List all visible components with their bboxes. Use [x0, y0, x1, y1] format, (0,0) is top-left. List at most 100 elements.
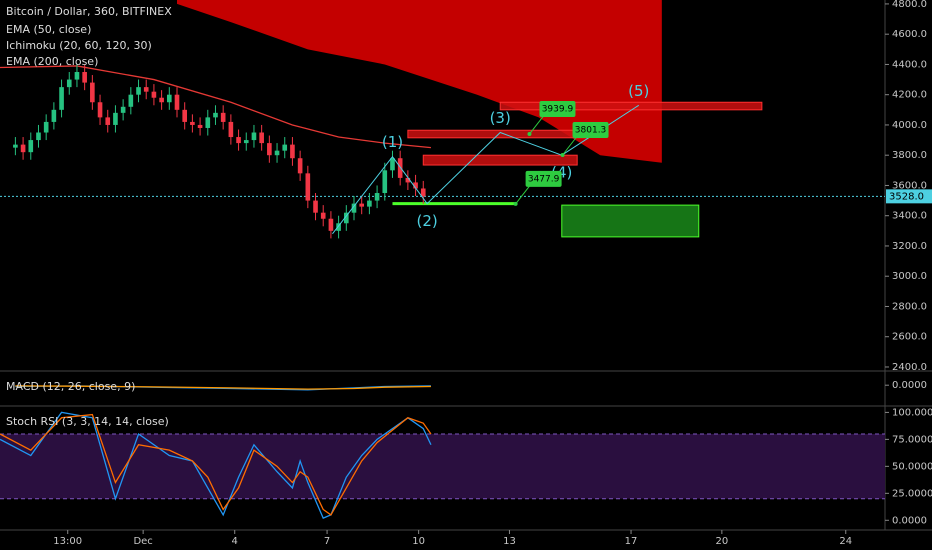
candle-body: [274, 150, 280, 156]
panel-title: Stoch RSI (3, 3, 14, 14, close): [6, 415, 169, 428]
candle-body: [113, 112, 118, 125]
candle-body: [290, 144, 295, 159]
candle-body: [143, 87, 149, 92]
x-tick-label: 13: [503, 536, 516, 547]
y-tick-label: 100.0000: [892, 407, 932, 418]
candle-body: [382, 170, 388, 194]
candle-body: [59, 87, 64, 110]
wave-label: (2): [416, 212, 437, 230]
y-tick-label: 4000.0: [892, 120, 927, 131]
candle-body: [251, 132, 257, 141]
y-tick-label: 25.0000: [892, 488, 932, 499]
candle-body: [182, 109, 188, 122]
target-point: [527, 132, 532, 137]
y-tick-label: 2600.0: [892, 332, 927, 343]
indicator-line: [15, 385, 431, 390]
candle-body: [36, 132, 41, 141]
wave-label: (5): [628, 82, 649, 100]
candle-body: [351, 203, 357, 213]
candle-body: [236, 137, 241, 144]
x-tick-label: 10: [412, 536, 425, 547]
chart-title: Bitcoin / Dollar, 360, BITFINEX: [6, 5, 172, 18]
zone: [422, 154, 578, 166]
candle-body: [51, 109, 57, 122]
indicator-line: [0, 413, 432, 516]
candle-body: [420, 188, 426, 197]
x-tick-label: 7: [324, 536, 330, 547]
x-tick-label: Dec: [133, 536, 152, 547]
zone: [407, 129, 589, 139]
candle-body: [120, 106, 126, 113]
y-tick-label: 3200.0: [892, 241, 927, 252]
target-label: 3801.3: [575, 126, 607, 136]
ema-line: [0, 65, 432, 149]
last-price-box: [886, 189, 932, 204]
indicator-label: EMA (200, close): [6, 55, 98, 68]
candle-body: [359, 203, 365, 207]
indicator-label: Ichimoku (20, 60, 120, 30): [6, 39, 152, 52]
y-tick-label: 4600.0: [892, 29, 927, 40]
candle-body: [267, 143, 272, 156]
band: [0, 433, 885, 499]
candle-body: [205, 117, 211, 128]
y-tick-label: 3000.0: [892, 271, 927, 282]
y-tick-label: 50.0000: [892, 461, 932, 472]
y-tick-label: 75.0000: [892, 434, 932, 445]
candle-body: [28, 140, 34, 153]
candle-body: [43, 121, 49, 133]
candle-body: [282, 144, 288, 151]
x-tick-label: 13:00: [53, 536, 82, 547]
y-tick-label: 4200.0: [892, 90, 927, 101]
target-pointer: [515, 185, 531, 205]
candle-body: [336, 223, 341, 231]
candle-body: [74, 72, 80, 80]
candle-body: [243, 140, 249, 144]
candle-body: [343, 212, 349, 224]
candle-body: [320, 212, 326, 219]
y-tick-label: 0.0000: [892, 380, 927, 391]
panel-title: MACD (12, 26, close, 9): [6, 380, 135, 393]
candle-body: [20, 144, 26, 153]
candle-body: [82, 72, 87, 83]
candle-body: [305, 173, 311, 201]
ichimoku-cloud: [177, 0, 662, 163]
candle-body: [367, 200, 372, 207]
candle-body: [390, 158, 395, 171]
target-pointer: [529, 115, 544, 135]
indicator-label: EMA (50, close): [6, 23, 91, 36]
target-box: [572, 122, 609, 139]
target-point: [513, 201, 518, 206]
candle-body: [105, 117, 111, 125]
candle-body: [97, 102, 103, 118]
target-box: [525, 170, 562, 187]
target-point: [560, 153, 565, 158]
x-tick-label: 20: [715, 536, 728, 547]
candle-body: [190, 121, 195, 125]
candle-body: [13, 144, 18, 148]
y-tick-label: 4800.0: [892, 0, 927, 10]
candle-body: [197, 124, 203, 128]
candle-body: [374, 193, 380, 201]
y-tick-label: 3400.0: [892, 211, 927, 222]
candle-body: [136, 87, 141, 95]
y-tick-label: 0.0000: [892, 515, 927, 526]
zone: [561, 204, 700, 238]
y-tick-label: 4400.0: [892, 59, 927, 70]
x-tick-label: 24: [839, 536, 852, 547]
target-pointer: [562, 136, 577, 156]
candle-body: [313, 200, 318, 213]
candle-body: [228, 121, 234, 138]
candle-body: [174, 94, 180, 110]
candle-body: [128, 94, 134, 107]
x-tick-label: 4: [232, 536, 238, 547]
candle-body: [397, 158, 403, 178]
wave-line: [332, 104, 640, 235]
candle-body: [213, 112, 218, 118]
candle-body: [159, 97, 164, 103]
candle-body: [297, 158, 303, 174]
target-box: [539, 101, 576, 118]
candle-body: [405, 177, 411, 183]
target-label: 3939.9: [542, 105, 574, 115]
